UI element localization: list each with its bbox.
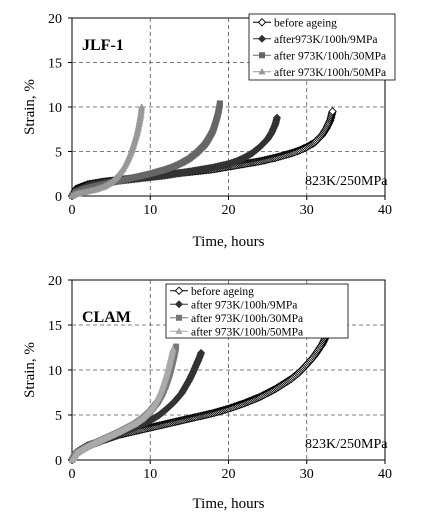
- legend-label: after 973K/100h/30MPa: [191, 313, 303, 325]
- y-tick-label: 15: [48, 57, 62, 72]
- y-tick-label: 5: [55, 146, 62, 161]
- legend: before ageing after973K/100h/9MPa after 97…: [248, 13, 396, 81]
- data-point: [272, 113, 282, 122]
- y-tick-label: 0: [55, 190, 62, 205]
- legend-label: after 973K/100h/50MPa: [191, 326, 303, 338]
- x-axis-title: Time, hours: [193, 234, 265, 250]
- legend-marker: [174, 300, 184, 309]
- panel-label: CLAM: [82, 309, 131, 326]
- legend-label: after973K/100h/9MPa: [274, 34, 377, 46]
- legend-label: before ageing: [274, 17, 337, 29]
- y-tick-label: 20: [48, 12, 62, 27]
- x-tick-label: 0: [69, 203, 76, 218]
- condition-annotation: 823K/250MPa: [305, 437, 388, 452]
- x-axis-title: Time, hours: [193, 496, 265, 512]
- y-axis-title: Strain, %: [22, 79, 38, 135]
- y-tick-label: 20: [48, 274, 62, 289]
- chart-panel-clam: 0 10 20 30 40 0 5 10 15 20 Time, hours Strain, % CLA…: [22, 274, 392, 512]
- x-tick-label: 20: [222, 203, 236, 218]
- series-3: [68, 345, 177, 463]
- x-tick-label: 10: [143, 203, 157, 218]
- y-tick-label: 0: [55, 454, 62, 469]
- data-point: [169, 345, 177, 352]
- legend-marker: [174, 286, 184, 295]
- y-tick-label: 10: [48, 101, 62, 116]
- legend-box: [248, 13, 396, 81]
- legend-marker: [176, 314, 182, 321]
- x-tick-label: 20: [222, 467, 236, 482]
- x-tick-label: 40: [378, 203, 392, 218]
- legend-marker: [175, 327, 183, 334]
- legend-label: after 973K/100h/50MPa: [274, 67, 386, 79]
- chart-panel-jlf-1: 0 10 20 30 40 0 5 10 15 20 Time, hours Strain, % JLF…: [22, 12, 396, 250]
- data-point: [328, 107, 337, 116]
- data-point: [216, 100, 223, 107]
- data-point: [197, 348, 206, 357]
- y-tick-label: 10: [48, 364, 62, 379]
- legend-label: after 973K/100h/9MPa: [191, 299, 297, 311]
- legend-marker: [258, 67, 266, 75]
- x-tick-label: 30: [300, 467, 314, 482]
- x-tick-label: 10: [143, 467, 157, 482]
- y-tick-label: 5: [55, 409, 62, 424]
- legend-label: before ageing: [191, 286, 254, 298]
- legend-label: after 973K/100h/30MPa: [274, 50, 386, 62]
- data-point: [138, 103, 146, 110]
- series-3: [68, 103, 146, 199]
- x-tick-label: 30: [300, 203, 314, 218]
- y-axis-title: Strain, %: [22, 342, 38, 398]
- data-point: [173, 343, 180, 350]
- legend-marker: [257, 34, 267, 43]
- x-tick-label: 40: [378, 467, 392, 482]
- legend-marker: [257, 18, 267, 27]
- x-tick-label: 0: [69, 467, 76, 482]
- condition-annotation: 823K/250MPa: [305, 174, 388, 189]
- panel-label: JLF-1: [82, 37, 124, 54]
- legend-marker: [259, 52, 265, 59]
- legend-box: [165, 283, 349, 339]
- y-tick-label: 15: [48, 319, 62, 334]
